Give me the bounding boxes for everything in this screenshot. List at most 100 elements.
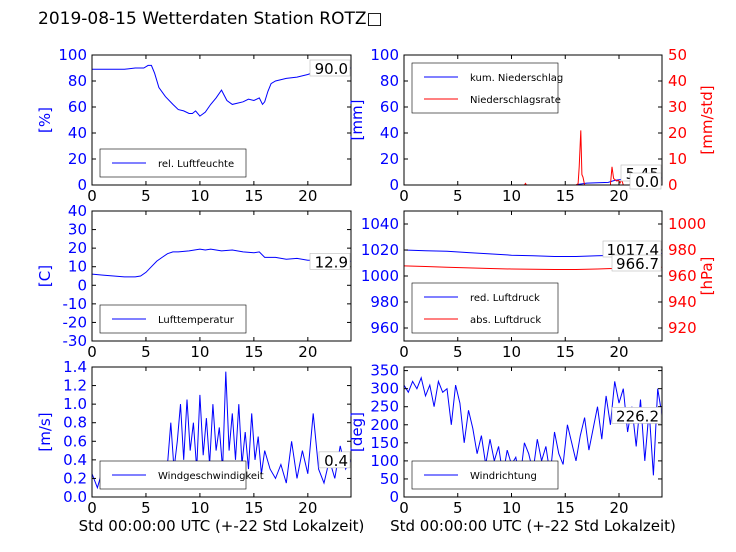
x-tick-label: 10 bbox=[502, 187, 521, 205]
x-tick-label: 15 bbox=[556, 499, 575, 517]
y-axis-label: [mm] bbox=[348, 100, 366, 141]
value-box bbox=[318, 451, 351, 469]
x-axis-label: Std 00:00:00 UTC (+-22 Std Lokalzeit) bbox=[79, 517, 365, 535]
y-tick-label: 0 bbox=[77, 176, 87, 194]
y2-tick-label: 30 bbox=[668, 98, 687, 116]
value-box bbox=[309, 253, 351, 270]
y-tick-label: 80 bbox=[380, 72, 399, 90]
y-tick-label: 100 bbox=[370, 46, 399, 64]
series-line-2-0 bbox=[92, 248, 351, 278]
value-label: 0.0 bbox=[635, 173, 659, 191]
y-tick-label: 0.4 bbox=[63, 451, 87, 469]
y-tick-label: 20 bbox=[68, 150, 87, 168]
y-tick-label: -10 bbox=[63, 295, 88, 313]
x-tick-label: 0 bbox=[399, 187, 409, 205]
value-label: 90.0 bbox=[315, 60, 348, 78]
y2-tick-label: 960 bbox=[668, 267, 697, 285]
y-tick-label: 100 bbox=[370, 452, 399, 470]
y-tick-label: 40 bbox=[68, 124, 87, 142]
legend-entry: kum. Niederschlag bbox=[470, 73, 563, 84]
value-label: 966.7 bbox=[616, 255, 659, 273]
x-tick-label: 0 bbox=[87, 343, 97, 361]
x-tick-label: 0 bbox=[399, 343, 409, 361]
y2-tick-label: 940 bbox=[668, 293, 697, 311]
y2-axis-label: [mm/std] bbox=[698, 85, 716, 154]
chart-title: 2019-08-15 Wetterdaten Station ROTZ□ bbox=[38, 9, 383, 29]
y-tick-label: 1040 bbox=[361, 215, 399, 233]
x-tick-label: 20 bbox=[298, 187, 317, 205]
y-axis-label: [deg] bbox=[348, 412, 366, 452]
x-tick-label: 20 bbox=[609, 187, 628, 205]
value-label: 226.2 bbox=[616, 407, 659, 425]
x-tick-label: 5 bbox=[141, 499, 151, 517]
y-tick-label: 0 bbox=[389, 488, 399, 506]
y-tick-label: 1.2 bbox=[63, 377, 87, 395]
y2-tick-label: 40 bbox=[668, 72, 687, 90]
legend-entry: Windrichtung bbox=[470, 471, 537, 482]
x-tick-label: 0 bbox=[399, 499, 409, 517]
x-axis-label: Std 00:00:00 UTC (+-22 Std Lokalzeit) bbox=[390, 517, 676, 535]
y-tick-label: 0 bbox=[77, 276, 87, 294]
value-box bbox=[629, 172, 662, 190]
y-tick-label: 0.8 bbox=[63, 414, 87, 432]
x-tick-label: 15 bbox=[556, 187, 575, 205]
y-tick-label: 20 bbox=[68, 239, 87, 257]
y-tick-label: 10 bbox=[68, 258, 87, 276]
x-tick-label: 5 bbox=[453, 499, 463, 517]
value-box bbox=[309, 59, 351, 77]
legend-entry: rel. Luftfeuchte bbox=[158, 159, 234, 170]
y2-tick-label: 920 bbox=[668, 319, 697, 337]
x-tick-label: 10 bbox=[190, 187, 209, 205]
y2-axis-label: [hPa] bbox=[698, 257, 716, 296]
series-line-0-0 bbox=[92, 64, 351, 117]
y-tick-label: 200 bbox=[370, 416, 399, 434]
y-axis-label: [m/s] bbox=[36, 412, 54, 451]
axes-frame-1 bbox=[403, 54, 663, 186]
value-box bbox=[611, 254, 662, 272]
x-tick-label: 5 bbox=[141, 187, 151, 205]
y-tick-label: 980 bbox=[370, 293, 399, 311]
y-tick-label: 1.4 bbox=[63, 358, 87, 376]
y-tick-label: 60 bbox=[380, 98, 399, 116]
x-tick-label: 20 bbox=[298, 499, 317, 517]
legend-box bbox=[411, 282, 559, 334]
value-label: 0.4 bbox=[324, 452, 348, 470]
x-tick-label: 10 bbox=[502, 343, 521, 361]
y-tick-label: 40 bbox=[380, 124, 399, 142]
y-tick-label: -30 bbox=[63, 332, 88, 350]
x-tick-label: 20 bbox=[298, 343, 317, 361]
axes-frame-5 bbox=[403, 366, 663, 498]
y-tick-label: 300 bbox=[370, 380, 399, 398]
y-tick-label: 0.6 bbox=[63, 432, 87, 450]
legend-entry: Lufttemperatur bbox=[158, 315, 235, 326]
x-tick-label: 0 bbox=[87, 499, 97, 517]
x-tick-label: 10 bbox=[190, 499, 209, 517]
y-tick-label: 150 bbox=[370, 434, 399, 452]
y-tick-label: 1.0 bbox=[63, 395, 87, 413]
y-tick-label: 350 bbox=[370, 362, 399, 380]
y-tick-label: 60 bbox=[68, 98, 87, 116]
x-tick-label: 10 bbox=[502, 499, 521, 517]
y-tick-label: 30 bbox=[68, 221, 87, 239]
y-tick-label: 100 bbox=[58, 46, 87, 64]
y-tick-label: 250 bbox=[370, 398, 399, 416]
x-tick-label: 5 bbox=[141, 343, 151, 361]
y-tick-label: 0 bbox=[389, 176, 399, 194]
y2-tick-label: 0 bbox=[668, 176, 678, 194]
x-tick-label: 15 bbox=[556, 343, 575, 361]
x-tick-label: 20 bbox=[609, 499, 628, 517]
x-tick-label: 5 bbox=[453, 187, 463, 205]
y2-tick-label: 980 bbox=[668, 241, 697, 259]
value-label: 12.9 bbox=[315, 253, 348, 271]
y-tick-label: 1020 bbox=[361, 241, 399, 259]
x-tick-label: 15 bbox=[244, 499, 263, 517]
x-tick-label: 15 bbox=[244, 343, 263, 361]
y2-tick-label: 20 bbox=[668, 124, 687, 142]
legend-entry: abs. Luftdruck bbox=[470, 315, 541, 326]
y-tick-label: 20 bbox=[380, 150, 399, 168]
x-tick-label: 10 bbox=[190, 343, 209, 361]
axes-frame-2 bbox=[91, 210, 352, 342]
axes-frame-0 bbox=[91, 54, 352, 186]
legend-entry: Windgeschwindigkeit bbox=[158, 471, 264, 482]
